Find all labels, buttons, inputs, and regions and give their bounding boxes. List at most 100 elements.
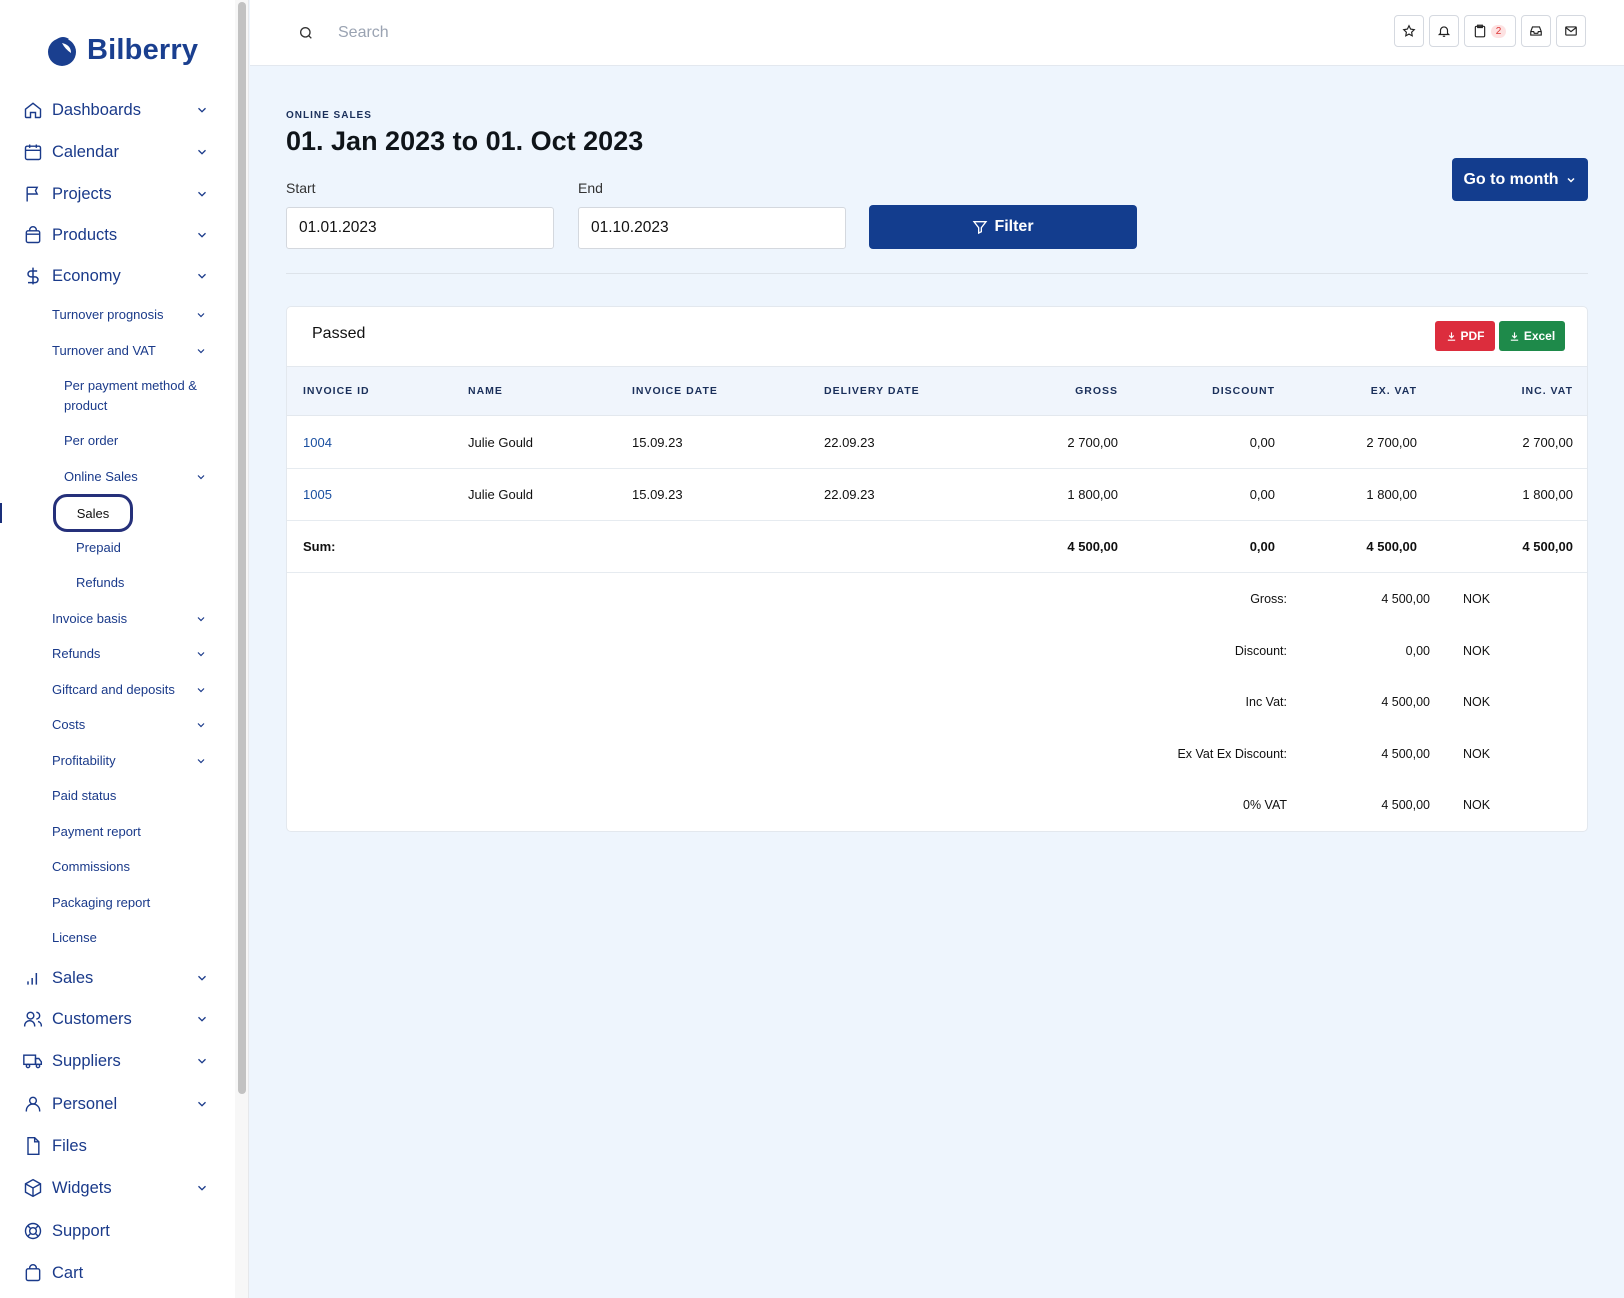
nav-label: License — [52, 930, 97, 945]
nav-label: Turnover prognosis — [52, 307, 164, 322]
column-header[interactable]: GROSS — [1075, 385, 1118, 397]
flag-icon — [22, 183, 44, 205]
nav-turnover-and-vat[interactable]: Turnover and VAT — [0, 341, 235, 361]
nav-paid-status[interactable]: Paid status — [0, 786, 235, 806]
favorites-button[interactable] — [1394, 15, 1424, 47]
column-header[interactable]: INVOICE ID — [303, 385, 370, 397]
nav-files[interactable]: Files — [0, 1133, 235, 1159]
nav-widgets[interactable]: Widgets — [0, 1175, 235, 1201]
nav-projects[interactable]: Projects — [0, 181, 235, 207]
nav-cart[interactable]: Cart — [0, 1260, 235, 1286]
notifications-button[interactable] — [1429, 15, 1459, 47]
start-date-input[interactable] — [286, 207, 554, 249]
column-header[interactable]: NAME — [468, 385, 503, 397]
brand-logo[interactable]: Bilberry — [45, 30, 198, 70]
column-header[interactable]: INC. VAT — [1521, 385, 1573, 397]
sum-gross: 4 500,00 — [1067, 539, 1118, 554]
page-title: 01. Jan 2023 to 01. Oct 2023 — [286, 126, 644, 156]
summary-currency: NOK — [1463, 592, 1491, 606]
brand-name: Bilberry — [87, 33, 199, 66]
nav-label: Widgets — [52, 1178, 112, 1197]
filter-button[interactable]: Filter — [869, 205, 1137, 249]
invoice-id-link[interactable]: 1004 — [303, 435, 332, 450]
chevron-down-icon — [198, 1058, 206, 1064]
mail-button[interactable] — [1556, 15, 1586, 47]
shopping-bag-icon — [22, 224, 44, 246]
sidebar-scrollbar[interactable] — [235, 0, 249, 1298]
nav-per-order[interactable]: Per order — [0, 431, 235, 451]
nav-label: Files — [52, 1136, 87, 1155]
nav-label: Customers — [52, 1009, 132, 1028]
nav-label: Turnover and VAT — [52, 343, 156, 358]
nav-suppliers[interactable]: Suppliers — [0, 1048, 235, 1074]
scrollbar-thumb[interactable] — [238, 2, 246, 1094]
card-title: Passed — [312, 325, 366, 342]
sum-discount: 0,00 — [1249, 539, 1275, 554]
bell-icon — [1437, 26, 1451, 37]
clipboard-badge: 2 — [1490, 24, 1507, 38]
nav-calendar[interactable]: Calendar — [0, 139, 235, 165]
filter-icon — [973, 221, 988, 235]
nav-invoice-basis[interactable]: Invoice basis — [0, 609, 235, 629]
chevron-down-icon — [197, 759, 205, 764]
nav-support[interactable]: Support — [0, 1218, 235, 1244]
home-icon — [22, 99, 44, 121]
cube-icon — [22, 1177, 44, 1199]
nav-sales-active[interactable]: Sales — [53, 494, 133, 532]
nav-economy[interactable]: Economy — [0, 263, 235, 289]
nav-packaging-report[interactable]: Packaging report — [0, 893, 235, 913]
go-to-month-button[interactable]: Go to month — [1452, 158, 1588, 201]
passed-invoices-card: Passed PDF Excel INVOICE ID NAME INVOICE… — [286, 306, 1588, 832]
nav-personel[interactable]: Personel — [0, 1091, 235, 1117]
discount-value: 0,00 — [1249, 487, 1275, 502]
inbox-button[interactable] — [1521, 15, 1551, 47]
inc-vat-value: 2 700,00 — [1522, 435, 1573, 450]
column-header[interactable]: EX. VAT — [1370, 385, 1417, 397]
start-label: Start — [286, 180, 316, 196]
column-header[interactable]: INVOICE DATE — [632, 385, 718, 397]
pdf-label: PDF — [1460, 329, 1485, 343]
end-date-input[interactable] — [578, 207, 846, 249]
clipboard-button[interactable]: 2 — [1464, 15, 1516, 47]
nav-sales[interactable]: Sales — [0, 965, 235, 991]
lifebuoy-icon — [22, 1220, 44, 1242]
nav-commissions[interactable]: Commissions — [0, 857, 235, 877]
star-icon — [1402, 24, 1416, 37]
nav-prepaid[interactable]: Prepaid — [0, 538, 235, 558]
nav-turnover-prognosis[interactable]: Turnover prognosis — [0, 305, 235, 325]
customer-name: Julie Gould — [468, 487, 534, 502]
nav-license[interactable]: License — [0, 928, 235, 948]
download-icon — [1510, 331, 1518, 341]
nav-payment-report[interactable]: Payment report — [0, 822, 235, 842]
summary-currency: NOK — [1463, 695, 1491, 709]
invoice-id-link[interactable]: 1005 — [303, 487, 332, 502]
sum-label: Sum: — [303, 539, 336, 554]
nav-label: Invoice basis — [52, 611, 128, 626]
nav-label: Economy — [52, 266, 121, 285]
pdf-download-button[interactable]: PDF — [1435, 321, 1495, 351]
chevron-down-icon — [198, 1185, 206, 1191]
nav-label: Refunds — [52, 646, 101, 661]
nav-online-refunds[interactable]: Refunds — [0, 573, 235, 593]
calendar-icon — [22, 141, 44, 163]
excel-download-button[interactable]: Excel — [1499, 321, 1565, 351]
chevron-down-icon — [197, 475, 205, 480]
nav-customers[interactable]: Customers — [0, 1006, 235, 1032]
summary-label: Gross: — [1250, 592, 1287, 606]
user-icon — [22, 1093, 44, 1115]
nav-products[interactable]: Products — [0, 222, 235, 248]
nav-refunds[interactable]: Refunds — [0, 644, 235, 664]
column-header[interactable]: DELIVERY DATE — [824, 385, 920, 397]
nav-giftcard-deposits[interactable]: Giftcard and deposits — [0, 680, 235, 700]
nav-dashboards[interactable]: Dashboards — [0, 97, 235, 123]
nav-label: Profitability — [52, 753, 116, 768]
nav-profitability[interactable]: Profitability — [0, 751, 235, 771]
nav-per-payment-method[interactable]: Per payment method & product — [0, 376, 235, 416]
search-input[interactable] — [338, 20, 738, 46]
column-header[interactable]: DISCOUNT — [1212, 385, 1275, 397]
nav-label: Cart — [52, 1263, 84, 1282]
nav-costs[interactable]: Costs — [0, 715, 235, 735]
excel-label: Excel — [1523, 329, 1556, 343]
table-header: INVOICE ID NAME INVOICE DATE DELIVERY DA… — [287, 366, 1587, 416]
nav-online-sales[interactable]: Online Sales — [0, 467, 235, 487]
